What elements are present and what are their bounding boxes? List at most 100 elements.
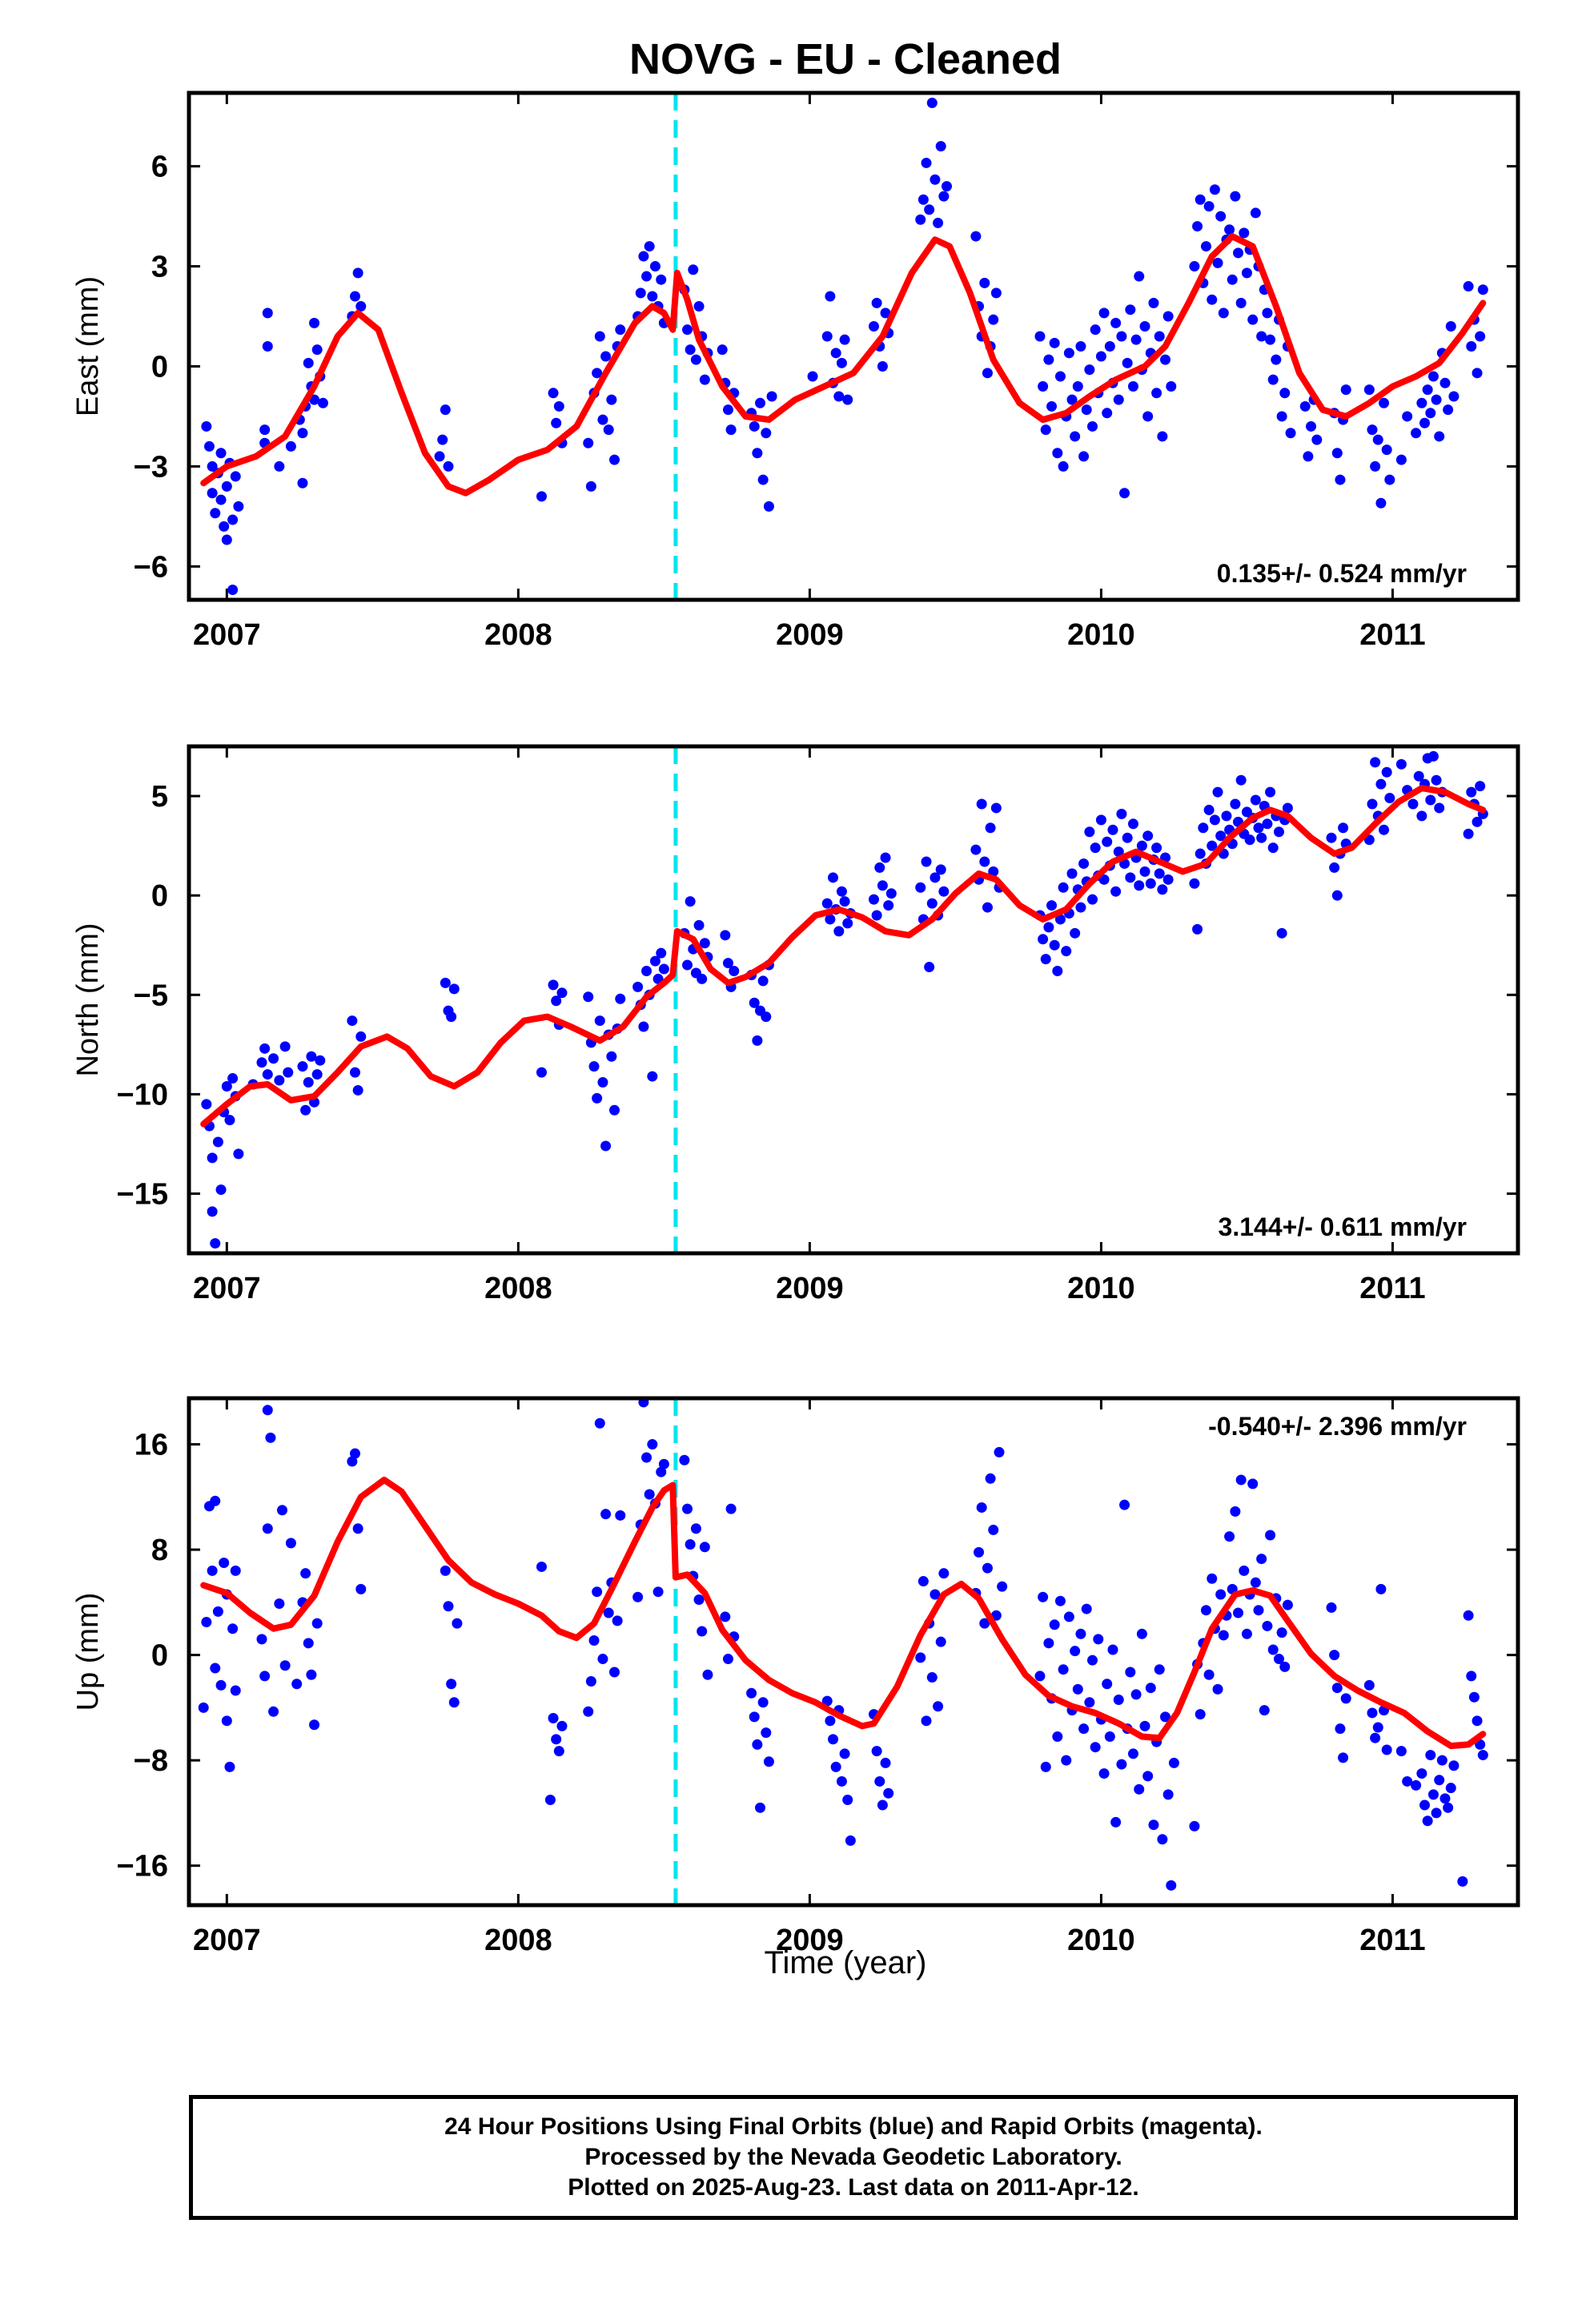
east-data-point — [352, 267, 363, 279]
up-data-point — [976, 1502, 987, 1513]
east-data-point — [1087, 420, 1098, 432]
east-points — [201, 97, 1488, 596]
east-data-point — [443, 460, 454, 472]
north-data-point — [1413, 770, 1424, 782]
north-data-point — [985, 822, 996, 834]
east-data-point — [1239, 227, 1250, 239]
north-data-point — [1395, 758, 1407, 770]
north-data-point — [1154, 868, 1165, 879]
up-data-point — [1215, 1589, 1227, 1600]
north-data-point — [828, 872, 839, 883]
up-data-point — [1145, 1683, 1156, 1694]
east-data-point — [1098, 308, 1110, 319]
east-data-point — [215, 448, 227, 459]
east-data-point — [1445, 321, 1456, 332]
north-data-point — [1273, 826, 1284, 838]
north-data-point — [1054, 914, 1066, 925]
east-data-point — [1448, 391, 1460, 402]
east-data-point — [1279, 388, 1291, 399]
up-data-point — [551, 1734, 562, 1745]
north-data-point — [1058, 882, 1069, 893]
up-data-point — [1195, 1709, 1206, 1720]
north-data-point — [749, 997, 760, 1008]
east-data-point — [1265, 334, 1276, 345]
east-data-point — [924, 204, 935, 215]
up-data-point — [274, 1598, 285, 1609]
east-y-axis-label: East (mm) — [71, 276, 105, 416]
east-data-point — [1157, 431, 1168, 442]
up-data-point — [757, 1697, 769, 1708]
east-data-point — [285, 440, 296, 452]
up-data-point — [268, 1706, 279, 1717]
north-data-point — [825, 914, 836, 925]
east-data-point — [1058, 460, 1069, 472]
up-data-point — [1247, 1478, 1259, 1490]
east-data-point — [935, 141, 946, 152]
up-data-point — [1200, 1605, 1211, 1616]
east-data-point — [1477, 284, 1488, 296]
east-data-point — [1381, 444, 1392, 456]
up-data-point — [300, 1568, 311, 1579]
north-x-tick-label: 2010 — [1067, 1272, 1135, 1305]
up-data-point — [915, 1652, 926, 1663]
up-data-point — [285, 1538, 296, 1549]
east-data-point — [1427, 371, 1439, 382]
north-y-tick-label: −5 — [134, 979, 168, 1012]
east-data-point — [656, 274, 667, 285]
up-data-point — [644, 1489, 655, 1500]
east-model-curve — [200, 233, 1487, 497]
east-data-point — [583, 437, 594, 448]
east-data-point — [1203, 201, 1215, 212]
up-data-point — [1125, 1667, 1136, 1678]
up-data-point — [1367, 1707, 1378, 1719]
east-data-point — [603, 424, 614, 436]
up-data-point — [917, 1576, 929, 1587]
east-data-point — [1402, 411, 1413, 422]
east-data-point — [1241, 267, 1252, 279]
east-data-point — [933, 217, 944, 228]
east-data-point — [1038, 380, 1049, 392]
north-data-point — [1375, 778, 1387, 790]
up-data-point — [926, 1672, 938, 1683]
north-data-point — [306, 1051, 317, 1062]
east-data-point — [1119, 488, 1130, 499]
up-rate-text: -0.540+/- 2.396 mm/yr — [1208, 1412, 1467, 1441]
caption-line-2: Processed by the Nevada Geodetic Laborat… — [584, 2144, 1122, 2170]
up-data-point — [1381, 1744, 1392, 1755]
north-data-point — [1095, 814, 1106, 826]
east-data-point — [227, 585, 239, 596]
east-data-point — [210, 508, 221, 519]
north-data-point — [1212, 786, 1223, 798]
north-data-point — [1331, 890, 1343, 901]
east-data-point — [317, 397, 328, 408]
north-data-point — [1235, 774, 1247, 786]
east-data-point — [262, 341, 273, 352]
north-data-point — [970, 844, 982, 855]
up-data-point — [641, 1452, 652, 1463]
up-data-point — [1034, 1671, 1046, 1682]
north-data-point — [1265, 786, 1276, 798]
north-data-point — [207, 1152, 218, 1164]
north-data-point — [1110, 886, 1122, 897]
east-data-point — [690, 354, 701, 365]
east-data-point — [766, 391, 777, 402]
east-data-point — [1235, 297, 1247, 308]
north-data-point — [1052, 966, 1063, 977]
east-data-point — [1443, 404, 1454, 416]
up-data-point — [1466, 1671, 1477, 1682]
up-data-point — [1040, 1761, 1051, 1772]
north-data-point — [347, 1015, 358, 1027]
up-data-point — [647, 1439, 658, 1450]
north-data-point — [1276, 927, 1287, 939]
north-data-point — [697, 973, 708, 984]
east-data-point — [722, 404, 733, 416]
north-data-point — [1046, 900, 1058, 911]
up-data-point — [997, 1581, 1008, 1592]
up-data-point — [276, 1505, 287, 1516]
east-data-point — [1250, 207, 1261, 219]
east-data-point — [717, 344, 728, 356]
up-data-point — [1162, 1789, 1174, 1800]
up-data-point — [1090, 1742, 1101, 1753]
east-data-point — [597, 414, 608, 425]
up-x-tick-label: 2010 — [1067, 1924, 1135, 1957]
